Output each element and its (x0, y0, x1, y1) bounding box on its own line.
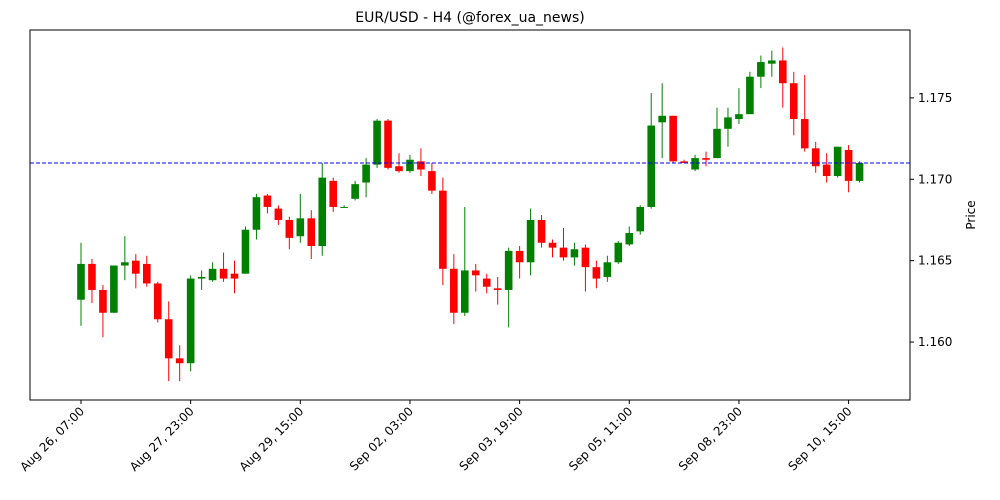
candle-body (811, 148, 820, 167)
candle-body (153, 283, 162, 320)
candle-body (208, 268, 217, 281)
candle-body (548, 242, 557, 248)
candle-body (77, 263, 85, 300)
candle-body (658, 115, 666, 123)
candle-body (395, 166, 403, 172)
candle-body (537, 219, 546, 243)
candle-body (778, 60, 787, 84)
candle-body (614, 242, 623, 263)
candle-body (197, 276, 206, 279)
y-tick-label: 1.165 (918, 254, 952, 268)
y-tick-label: 1.170 (918, 172, 952, 186)
candle-body (647, 125, 656, 207)
candle-body (691, 158, 699, 170)
candle-body (296, 218, 305, 237)
candle-body (592, 267, 601, 279)
candle-body (263, 195, 272, 207)
candle-body (559, 247, 568, 258)
candle-body (142, 263, 151, 284)
candle-body (318, 177, 327, 247)
candle-body (800, 119, 809, 149)
chart-title: EUR/USD - H4 (@forex_ua_news) (355, 10, 585, 26)
candle-body (713, 128, 721, 159)
candle-body (373, 120, 381, 165)
candle-body (844, 149, 853, 181)
candle-body (603, 262, 612, 277)
candle-body (450, 268, 458, 313)
y-tick-label: 1.160 (918, 335, 952, 349)
candle-body (219, 268, 228, 279)
candle-body (241, 229, 250, 274)
candle-body (285, 219, 294, 238)
candle-body (768, 60, 776, 64)
candle-body (230, 273, 239, 279)
candle-body (428, 171, 436, 191)
candle-body (340, 206, 348, 208)
candle-body (855, 162, 864, 181)
candle-body (702, 158, 710, 160)
candle-body (636, 206, 645, 232)
candle-body (526, 219, 535, 263)
candle-body (88, 263, 96, 290)
candle-body (252, 197, 261, 230)
candle-body (669, 115, 677, 162)
candle-body (307, 218, 316, 247)
candle-body (460, 270, 469, 313)
candle-body (406, 159, 414, 172)
candle-body (274, 208, 283, 220)
candle-body (833, 146, 842, 177)
candle-body (724, 117, 732, 129)
candle-body (515, 250, 524, 263)
candle-body (789, 83, 798, 120)
candle-body (493, 288, 502, 290)
y-tick-label: 1.175 (918, 91, 952, 105)
candle-body (186, 278, 195, 364)
candle-body (822, 164, 831, 177)
candle-body (175, 358, 184, 364)
candle-body (746, 76, 754, 115)
candle-body (99, 289, 107, 313)
candle-body (570, 249, 579, 258)
candle-body (351, 184, 359, 199)
candle-body (680, 161, 688, 163)
candle-body (164, 319, 173, 359)
candle-body (482, 278, 491, 287)
candle-body (471, 270, 480, 276)
candle-body (362, 164, 370, 183)
y-axis-label: Price (964, 200, 978, 229)
candle-body (757, 62, 765, 77)
candle-body (329, 180, 338, 207)
plot-frame (29, 29, 911, 401)
candle-body (110, 265, 118, 313)
candle-body (417, 161, 425, 170)
candle-body (384, 120, 392, 168)
candle-body (132, 260, 140, 274)
candle-body (504, 250, 513, 290)
candle-body (625, 232, 634, 245)
candle-body (735, 114, 743, 120)
candle-body (121, 262, 129, 266)
candle-body (439, 190, 447, 269)
candle-body (581, 247, 590, 268)
